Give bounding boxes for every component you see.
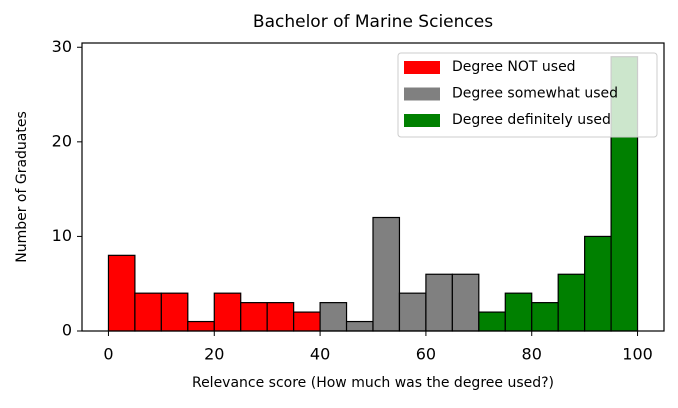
legend-swatch: [404, 61, 440, 74]
x-tick-label: 40: [310, 345, 330, 364]
y-tick-label: 30: [52, 37, 72, 56]
bar: [504, 292, 533, 332]
bar: [293, 311, 321, 332]
bar: [584, 235, 612, 332]
y-tick-label: 0: [62, 321, 72, 340]
legend-swatch: [404, 114, 440, 127]
x-tick-label: 80: [522, 345, 542, 364]
bar: [187, 320, 215, 332]
legend-label: Degree definitely used: [452, 112, 611, 128]
legend-swatch: [404, 87, 440, 101]
legend-box: [397, 52, 658, 138]
bar: [345, 320, 374, 332]
bar: [531, 302, 559, 332]
bar: [107, 254, 136, 332]
bar: [240, 302, 268, 332]
bar: [478, 311, 506, 332]
x-tick-label: 60: [416, 345, 436, 364]
x-axis-label: Relevance score (How much was the degree…: [192, 375, 554, 391]
y-tick-label: 20: [52, 131, 72, 150]
y-tick-label: 10: [52, 226, 72, 245]
bar: [451, 273, 480, 332]
bar: [160, 292, 189, 332]
x-tick-label: 100: [622, 345, 653, 364]
bar: [398, 292, 427, 332]
plot-frame: [81, 42, 665, 332]
bar: [213, 292, 242, 332]
y-axis-label: Number of Graduates: [14, 111, 30, 263]
legend-label: Degree NOT used: [452, 59, 576, 75]
legend-label: Degree somewhat used: [452, 86, 618, 102]
bar: [557, 273, 586, 332]
x-tick-label: 0: [103, 345, 113, 364]
bar: [372, 216, 401, 332]
chart-title: Bachelor of Marine Sciences: [253, 12, 493, 32]
bar: [319, 302, 348, 332]
x-tick-label: 20: [204, 345, 224, 364]
bar: [266, 302, 295, 332]
bar: [134, 292, 162, 332]
bar: [425, 273, 453, 332]
